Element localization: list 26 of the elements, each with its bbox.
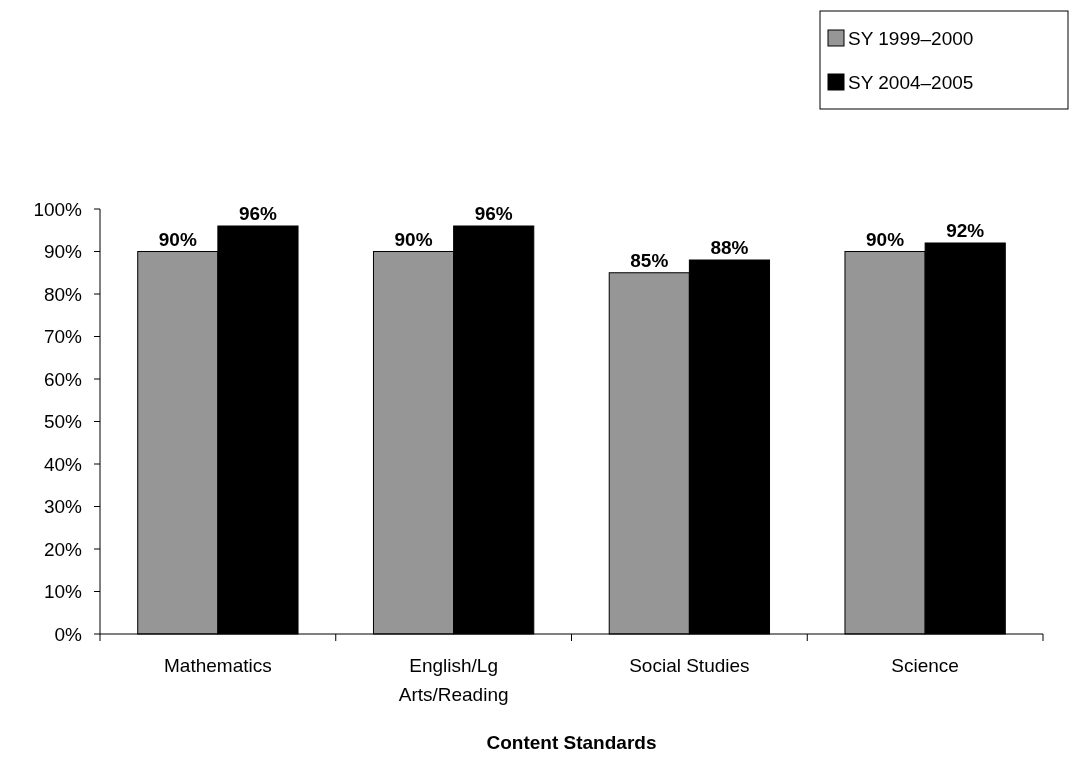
- legend-label: SY 2004–2005: [848, 71, 974, 93]
- data-label: 96%: [474, 203, 513, 224]
- legend-label: SY 1999–2000: [848, 27, 974, 49]
- x-tick-label: Science: [891, 655, 959, 676]
- x-tick-label: English/Lg Arts/Reading: [398, 655, 509, 705]
- y-tick-label: 0%: [54, 623, 83, 645]
- data-label: 90%: [394, 228, 433, 250]
- y-tick-label: 70%: [43, 326, 83, 348]
- x-axis-title: Content Standards: [486, 732, 657, 753]
- y-tick-label: 20%: [43, 538, 83, 560]
- data-label: 90%: [158, 228, 197, 250]
- x-tick-label: Mathematics: [164, 655, 272, 676]
- y-tick-label: 10%: [43, 581, 83, 603]
- y-tick-label: 50%: [43, 411, 83, 433]
- x-tick-label: Social Studies: [629, 655, 750, 676]
- y-tick-label: 80%: [43, 283, 83, 305]
- y-tick-label: 100%: [33, 198, 83, 220]
- y-tick-label: 60%: [43, 368, 83, 390]
- y-tick-label: 40%: [43, 453, 83, 475]
- data-label: 96%: [238, 203, 278, 224]
- data-label: 92%: [946, 220, 985, 241]
- data-label: 90%: [866, 228, 905, 250]
- data-label: 88%: [710, 237, 749, 258]
- y-tick-label: 30%: [43, 496, 83, 518]
- data-label: 85%: [630, 249, 669, 271]
- y-tick-label: 90%: [43, 241, 83, 263]
